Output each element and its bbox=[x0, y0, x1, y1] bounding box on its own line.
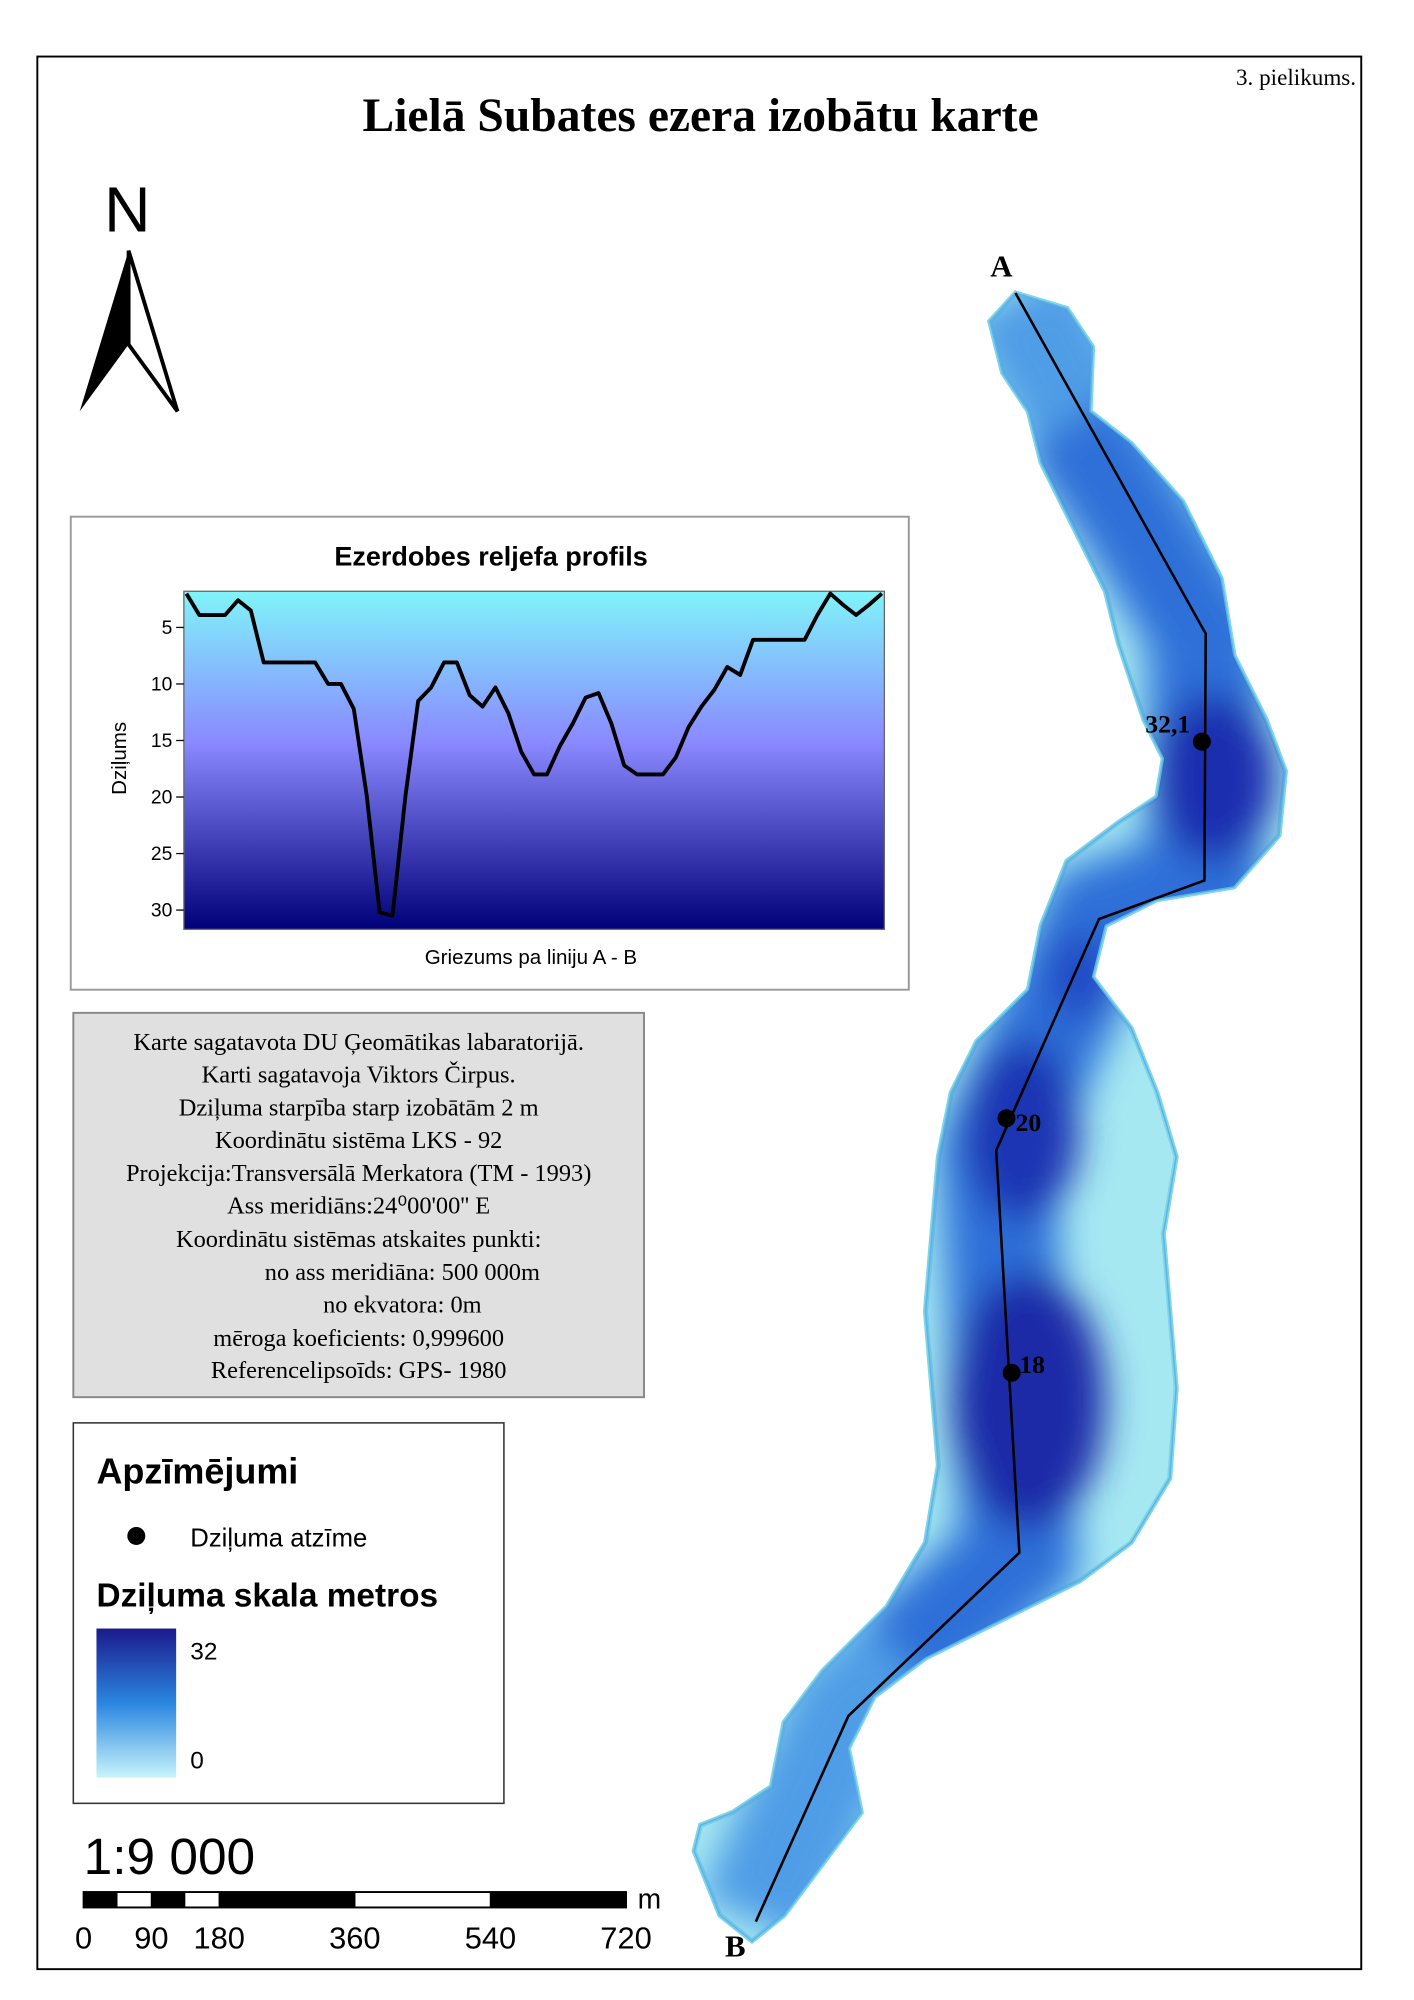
scale-segment bbox=[151, 1892, 186, 1908]
y-axis-label: Dziļums bbox=[108, 722, 131, 795]
legend-point bbox=[127, 1526, 146, 1545]
depth-point bbox=[1002, 1363, 1021, 1382]
page-note: 3. pielikums. bbox=[1236, 65, 1356, 91]
y-tick-label: 25 bbox=[151, 844, 172, 865]
y-tick-label: 20 bbox=[151, 787, 172, 808]
info-line: Koordinātu sistēmas atskaites punkti: bbox=[176, 1226, 541, 1253]
info-line: Karti sagatavoja Viktors Čirpus. bbox=[202, 1060, 516, 1088]
y-tick-label: 5 bbox=[162, 618, 173, 639]
depth-label: 20 bbox=[1015, 1108, 1041, 1137]
north-arrow bbox=[79, 250, 129, 412]
info-line: no ass meridiāna: 500 000m bbox=[265, 1259, 540, 1286]
y-tick-label: 30 bbox=[151, 901, 172, 922]
legend-point-label: Dziļuma atzīme bbox=[190, 1524, 367, 1552]
scale-tick-label: 0 bbox=[75, 1921, 92, 1956]
scale-tick-label: 540 bbox=[465, 1921, 516, 1956]
north-label: N bbox=[104, 173, 150, 245]
info-line: Projekcija:Transversālā Merkatora (TM - … bbox=[126, 1160, 591, 1187]
map-frame bbox=[36, 55, 1363, 1971]
info-line: Referencelipsoīds: GPS- 1980 bbox=[211, 1357, 507, 1384]
profile-line bbox=[184, 591, 884, 918]
transect-end: B bbox=[725, 1929, 746, 1963]
scale-tick-label: 90 bbox=[134, 1921, 168, 1956]
info-line: Dziļuma starpība starp izobātām 2 m bbox=[179, 1095, 539, 1122]
y-tick-label: 10 bbox=[151, 674, 172, 695]
x-axis-label: Griezums pa liniju A - B bbox=[425, 946, 637, 969]
depth-point bbox=[1192, 732, 1211, 751]
scale-tick-label: 360 bbox=[329, 1921, 380, 1956]
depth-point bbox=[997, 1109, 1016, 1128]
depth-label: 18 bbox=[1019, 1350, 1045, 1379]
scale-segment bbox=[490, 1892, 627, 1908]
plot-area bbox=[183, 590, 886, 930]
scale-bar: 0 90 180 360 540 720 bbox=[75, 1891, 652, 1956]
scale-segment bbox=[83, 1892, 118, 1908]
map-title: Lielā Subates ezera izobātu karte bbox=[363, 90, 1039, 142]
ramp-min: 0 bbox=[190, 1748, 204, 1775]
info-line: no ekvatora: 0m bbox=[323, 1291, 482, 1318]
legend-scale-title: Dziļuma skala metros bbox=[96, 1578, 438, 1615]
info-box bbox=[72, 1011, 645, 1399]
legend-title: Apzīmējumi bbox=[96, 1450, 298, 1491]
scale-tick-label: 720 bbox=[600, 1921, 651, 1956]
profile-chart: Ezerdobes reljefa profils Dziļums Griezu… bbox=[69, 515, 910, 991]
scale-tick-label: 180 bbox=[193, 1921, 244, 1956]
color-ramp bbox=[96, 1628, 177, 1778]
scale-segment bbox=[219, 1892, 355, 1908]
info-line: Koordinātu sistēma LKS - 92 bbox=[215, 1127, 502, 1154]
info-line: Ass meridiāns:24⁰00'00'' E bbox=[227, 1192, 490, 1219]
transect-line bbox=[754, 292, 1208, 1923]
info-line: mēroga koeficients: 0,999600 bbox=[213, 1325, 504, 1352]
ramp-max: 32 bbox=[190, 1638, 217, 1665]
scale-unit: m bbox=[638, 1883, 662, 1915]
transect-start: A bbox=[990, 249, 1013, 283]
scale-ratio: 1:9 000 bbox=[84, 1827, 256, 1885]
profile-title: Ezerdobes reljefa profils bbox=[334, 542, 647, 572]
depth-label: 32,1 bbox=[1145, 710, 1190, 739]
y-tick-label: 15 bbox=[151, 731, 172, 752]
info-line: Karte sagatavota DU Ģeomātikas labarator… bbox=[133, 1029, 584, 1056]
north-arrow bbox=[126, 250, 180, 413]
